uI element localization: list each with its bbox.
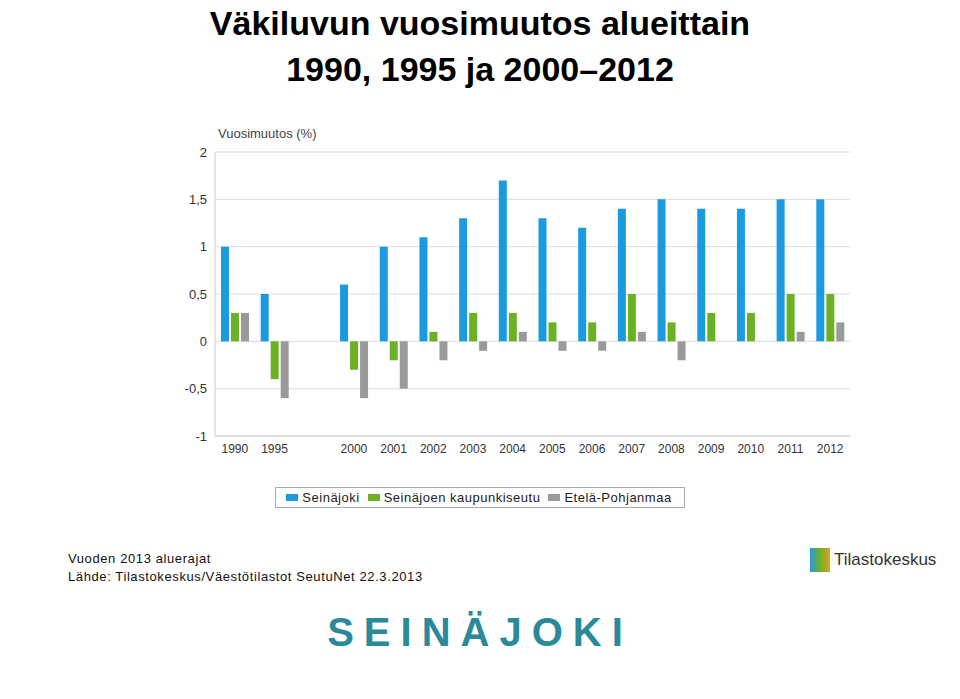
svg-text:2006: 2006 [579,442,606,456]
svg-text:-0,5: -0,5 [185,381,207,396]
svg-text:1995: 1995 [261,442,288,456]
svg-text:-1: -1 [195,429,207,444]
svg-text:1990: 1990 [221,442,248,456]
svg-text:2010: 2010 [737,442,764,456]
html-text:Vuosimuutos (%): Vuosimuutos (%) [218,126,317,141]
html-text:1990, 1995 ja 2000–2012: 1990, 1995 ja 2000–2012 [286,50,674,88]
svg-text:2011: 2011 [778,442,804,456]
html-text:Etelä-Pohjanmaa: Etelä-Pohjanmaa [564,490,672,505]
svg-text:2008: 2008 [658,442,685,456]
svg-text:2: 2 [200,145,207,160]
svg-text:2012: 2012 [817,442,844,456]
svg-text:0,5: 0,5 [189,287,207,302]
svg-text:2005: 2005 [539,442,566,456]
svg-text:2000: 2000 [341,442,368,456]
html-text:Vuoden 2013 aluerajat: Vuoden 2013 aluerajat [68,551,211,566]
svg-text:2004: 2004 [499,442,526,456]
svg-text:2007: 2007 [618,442,645,456]
svg-text:0: 0 [200,334,207,349]
svg-text:2003: 2003 [460,442,487,456]
svg-text:1,5: 1,5 [189,192,207,207]
svg-text:2001: 2001 [380,442,407,456]
svg-text:2009: 2009 [698,442,725,456]
svg-text:1: 1 [200,239,207,254]
html-text:Lähde: Tilastokeskus/Väestötil: Lähde: Tilastokeskus/Väestötilastot Seut… [68,569,423,584]
html-text:Seinäjoen kaupunkiseutu: Seinäjoen kaupunkiseutu [383,490,541,505]
html-text:Väkiluvun vuosimuutos alueitta: Väkiluvun vuosimuutos alueittain [209,4,751,42]
html-text:SEINÄJOKI: SEINÄJOKI [327,610,633,654]
svg-text:2002: 2002 [420,442,447,456]
html-text:Seinäjoki: Seinäjoki [302,490,360,505]
html-text:Tilastokeskus: Tilastokeskus [834,550,937,569]
